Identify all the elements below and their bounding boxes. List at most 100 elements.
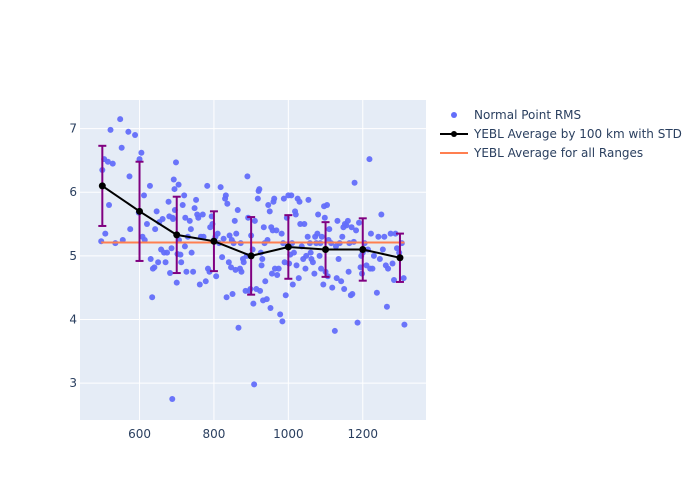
data-point bbox=[190, 268, 197, 275]
data-point bbox=[257, 287, 264, 294]
data-point bbox=[204, 182, 211, 189]
y-tick-label: 7 bbox=[69, 122, 77, 136]
data-point bbox=[331, 327, 338, 334]
data-point bbox=[175, 181, 182, 188]
legend-marker-average bbox=[451, 131, 457, 137]
data-point bbox=[378, 211, 385, 218]
data-point bbox=[162, 259, 169, 266]
data-point bbox=[147, 256, 154, 263]
legend-label: Normal Point RMS bbox=[474, 108, 581, 122]
x-tick-label: 1000 bbox=[273, 427, 304, 441]
data-point bbox=[136, 156, 143, 163]
data-point bbox=[153, 208, 160, 215]
data-point bbox=[370, 252, 377, 259]
data-point bbox=[289, 281, 296, 288]
data-point bbox=[167, 270, 174, 277]
x-tick-label: 800 bbox=[202, 427, 225, 441]
average-marker bbox=[210, 237, 218, 245]
legend-item-average-all-ranges[interactable]: YEBL Average for all Ranges bbox=[440, 146, 643, 160]
data-point bbox=[104, 158, 111, 165]
data-point bbox=[305, 196, 312, 203]
data-point bbox=[179, 201, 186, 208]
data-point bbox=[391, 277, 398, 284]
data-point bbox=[280, 195, 287, 202]
data-point bbox=[140, 192, 147, 199]
y-axis-ticks: 3 4 5 6 7 bbox=[69, 122, 77, 390]
data-point bbox=[143, 221, 150, 228]
data-point bbox=[223, 294, 230, 301]
data-point bbox=[262, 278, 269, 285]
data-point bbox=[225, 259, 232, 266]
data-point bbox=[268, 270, 275, 277]
average-marker bbox=[98, 182, 106, 190]
data-point bbox=[339, 233, 346, 240]
data-point bbox=[356, 219, 363, 226]
data-point bbox=[353, 227, 360, 234]
data-point bbox=[316, 252, 323, 259]
average-marker bbox=[359, 246, 367, 254]
data-point bbox=[219, 254, 226, 261]
data-point bbox=[277, 311, 284, 318]
data-point bbox=[311, 270, 318, 277]
data-point bbox=[354, 319, 361, 326]
data-point bbox=[387, 230, 394, 237]
legend-item-average-by-100km[interactable]: YEBL Average by 100 km with STD bbox=[440, 127, 682, 141]
data-point bbox=[376, 256, 383, 263]
data-point bbox=[320, 281, 327, 288]
legend-label: YEBL Average by 100 km with STD bbox=[473, 127, 682, 141]
data-point bbox=[296, 198, 303, 205]
data-point bbox=[303, 252, 310, 259]
data-point bbox=[196, 281, 203, 288]
average-marker bbox=[322, 246, 330, 254]
data-point bbox=[265, 201, 272, 208]
data-point bbox=[173, 279, 180, 286]
data-point bbox=[228, 264, 235, 271]
data-point bbox=[315, 211, 322, 218]
data-point bbox=[369, 265, 376, 272]
data-point bbox=[275, 265, 282, 272]
data-point bbox=[329, 284, 336, 291]
average-series bbox=[98, 182, 404, 262]
data-point bbox=[178, 259, 185, 266]
y-tick-label: 5 bbox=[69, 249, 77, 263]
data-point bbox=[187, 226, 194, 233]
data-point bbox=[169, 396, 176, 403]
data-point bbox=[244, 173, 251, 180]
data-point bbox=[132, 131, 139, 138]
data-point bbox=[240, 259, 247, 266]
data-point bbox=[231, 217, 238, 224]
data-point bbox=[107, 126, 114, 133]
y-tick-label: 6 bbox=[69, 185, 77, 199]
data-point bbox=[263, 296, 270, 303]
legend: Normal Point RMS YEBL Average by 100 km … bbox=[440, 108, 682, 160]
data-point bbox=[146, 182, 153, 189]
plot-area bbox=[80, 100, 426, 420]
data-point bbox=[170, 215, 177, 222]
legend-marker-points bbox=[451, 112, 457, 118]
data-point bbox=[152, 226, 159, 233]
average-marker bbox=[136, 207, 144, 215]
data-point bbox=[127, 226, 134, 233]
data-point bbox=[307, 249, 314, 256]
data-point bbox=[141, 236, 148, 243]
data-point bbox=[279, 318, 286, 325]
data-point bbox=[271, 195, 278, 202]
x-tick-label: 600 bbox=[128, 427, 151, 441]
data-point bbox=[302, 265, 309, 272]
data-point bbox=[385, 265, 392, 272]
data-point bbox=[344, 217, 351, 224]
data-point bbox=[181, 192, 188, 199]
data-point bbox=[393, 245, 400, 252]
data-point bbox=[117, 116, 124, 123]
data-point bbox=[367, 230, 374, 237]
data-point bbox=[106, 201, 113, 208]
data-point bbox=[273, 227, 280, 234]
data-point bbox=[181, 243, 188, 250]
data-point bbox=[379, 246, 386, 253]
data-point bbox=[314, 230, 321, 237]
legend-item-normal-point-rms[interactable]: Normal Point RMS bbox=[451, 108, 581, 122]
data-point bbox=[338, 278, 345, 285]
data-point bbox=[102, 230, 109, 237]
data-point bbox=[301, 221, 308, 228]
data-point bbox=[164, 249, 171, 256]
